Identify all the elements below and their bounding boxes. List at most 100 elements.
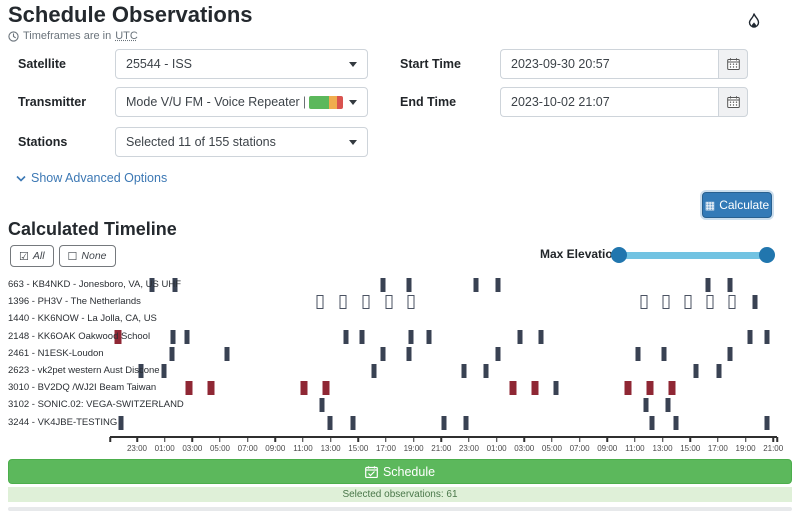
axis-tick-label: 17:00 [375,444,396,453]
observation-bar[interactable] [362,295,370,310]
observation-bar[interactable] [224,346,230,361]
schedule-button[interactable]: Schedule [8,459,792,484]
axis-tick [578,437,581,442]
observation-bar[interactable] [170,329,176,344]
observation-bar[interactable] [646,381,654,396]
observation-bar[interactable] [495,346,501,361]
transmitter-label: Transmitter [18,95,87,109]
slider-track[interactable] [617,252,769,259]
observation-bar[interactable] [693,364,699,378]
observation-bar[interactable] [406,346,412,361]
observation-bar[interactable] [149,278,155,292]
observation-bar[interactable] [495,278,501,292]
observation-bar[interactable] [319,398,325,413]
flame-icon[interactable] [742,10,766,34]
observation-bar[interactable] [643,398,649,413]
observation-bar[interactable] [764,329,770,344]
stations-select[interactable]: Selected 11 of 155 stations [115,127,368,157]
observation-bar[interactable] [705,278,711,292]
observation-bar[interactable] [359,329,365,344]
observation-bar[interactable] [635,346,641,361]
observation-bar[interactable] [316,295,324,310]
observation-bar[interactable] [371,364,377,378]
observation-bar[interactable] [747,329,753,344]
observation-bar[interactable] [473,278,479,292]
observation-bar[interactable] [517,329,523,344]
observation-bar[interactable] [322,381,330,396]
caret-down-icon [349,139,357,145]
end-time-group [500,87,748,117]
slider-handle-min[interactable] [611,247,627,263]
observation-bar[interactable] [716,364,722,378]
observation-bar[interactable] [350,415,356,430]
show-advanced-options-toggle[interactable]: Show Advanced Options [16,171,167,185]
observation-bar[interactable] [673,415,679,430]
station-label: 2623 - vk2pet western Aust Discone [8,365,160,376]
observation-bar[interactable] [649,415,655,430]
slider-handle-max[interactable] [759,247,775,263]
observation-bar[interactable] [441,415,446,430]
select-none-button[interactable]: ☐ None [58,245,116,267]
axis-tick-label: 21:00 [763,444,784,453]
satellite-select[interactable]: 25544 - ISS [115,49,368,79]
observation-bar[interactable] [706,295,714,310]
end-time-input[interactable] [500,87,718,117]
observation-bar[interactable] [339,295,347,310]
observation-bar[interactable] [624,381,632,396]
observation-bar[interactable] [668,381,676,396]
observation-bar[interactable] [463,415,469,430]
observation-bar[interactable] [661,346,667,361]
calculate-button[interactable]: ▦ Calculate [702,192,772,218]
observation-bar[interactable] [380,346,386,361]
observation-bar[interactable] [184,329,190,344]
observation-bar[interactable] [538,329,544,344]
axis-tick-label: 15:00 [680,444,701,453]
observation-bar[interactable] [483,364,489,378]
observation-bar[interactable] [727,346,733,361]
start-time-calendar-button[interactable] [718,49,748,79]
calculate-label: Calculate [719,198,770,212]
timeline-chart: 23:00 01:00 03:00 05:00 07:00 09:00 11:00 13:00… [0,276,800,454]
observation-bar[interactable] [764,415,770,430]
observation-bar[interactable] [169,346,175,361]
observation-bar[interactable] [118,415,124,430]
axis-tick [246,437,249,442]
observation-bar[interactable] [114,329,122,344]
transmitter-select[interactable]: Mode V/U FM - Voice Repeater | 437.... [115,87,368,117]
axis-tick-label: 03:00 [514,444,535,453]
axis-tick-label: 23:00 [458,444,479,453]
observation-bar[interactable] [138,364,144,378]
observation-bar[interactable] [752,295,758,310]
observation-bar[interactable] [662,295,670,310]
observation-bar[interactable] [640,295,648,310]
observation-bar[interactable] [300,381,308,396]
end-time-calendar-button[interactable] [718,87,748,117]
observation-bar[interactable] [343,329,349,344]
axis-tick [302,437,304,442]
observation-bar[interactable] [728,295,736,310]
observation-bar[interactable] [461,364,466,378]
observation-bar[interactable] [665,398,671,413]
observation-bar[interactable] [407,295,415,310]
select-all-button[interactable]: ☑ All [10,245,54,267]
select-all-label: All [32,250,45,262]
observation-bar[interactable] [408,329,414,344]
max-elevation-slider[interactable] [611,247,775,263]
axis-tick-label: 07:00 [569,444,590,453]
start-time-input[interactable] [500,49,718,79]
observation-bar[interactable] [684,295,692,310]
observation-bar[interactable] [207,381,215,396]
observation-bar[interactable] [426,329,432,344]
observation-bar[interactable] [185,381,193,396]
observation-bar[interactable] [727,278,733,292]
observation-bar[interactable] [553,381,559,396]
observation-bar[interactable] [509,381,517,396]
observation-bar[interactable] [406,278,412,292]
observation-bar[interactable] [385,295,393,310]
observation-bar[interactable] [172,278,178,292]
observation-bar[interactable] [327,415,333,430]
observation-bar[interactable] [531,381,539,396]
calculator-icon: ▦ [704,199,716,212]
observation-bar[interactable] [161,364,167,378]
observation-bar[interactable] [380,278,386,292]
